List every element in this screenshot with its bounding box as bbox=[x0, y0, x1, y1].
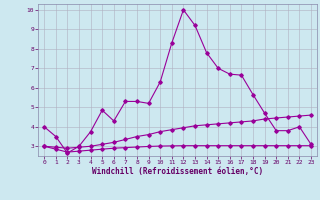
X-axis label: Windchill (Refroidissement éolien,°C): Windchill (Refroidissement éolien,°C) bbox=[92, 167, 263, 176]
